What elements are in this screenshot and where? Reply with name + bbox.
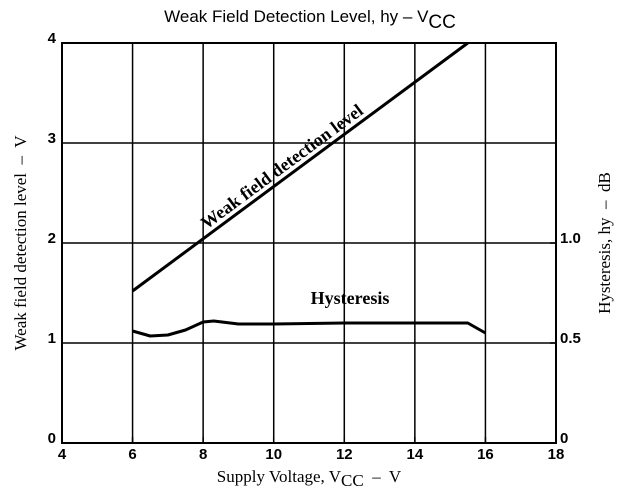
x-tick-label: 10 [265, 446, 282, 463]
line-annotation: Weak field detection level [197, 100, 367, 233]
x-label-text: Supply Voltage, V [217, 467, 342, 486]
y-tick-label: 3 [48, 130, 56, 147]
x-label-tail: – V [364, 467, 402, 486]
x-tick-label: 18 [548, 446, 565, 463]
x-tick-label: 16 [477, 446, 494, 463]
x-axis-label: Supply Voltage, VCC – V [217, 467, 402, 490]
y2-axis-label: Hysteresis, hy – dB [595, 172, 614, 314]
plot-frame [61, 42, 557, 444]
data-line [131, 41, 469, 293]
y-tick-label: 4 [48, 30, 57, 47]
title-text: Weak Field Detection Level, hy – V [164, 7, 429, 26]
y2-tick-label: 1.0 [560, 230, 581, 247]
x-label-subscript: CC [341, 471, 364, 490]
x-tick-label: 6 [128, 446, 136, 463]
y-tick-label: 1 [48, 330, 56, 347]
y2-tick-label: 0.5 [560, 330, 581, 347]
y-tick-label: 2 [48, 230, 56, 247]
chart-title: Weak Field Detection Level, hy – VCC [164, 7, 456, 33]
y-axis-label: Weak field detection level – V [11, 135, 30, 351]
line-annotation: Hysteresis [311, 288, 390, 308]
title-subscript: CC [428, 12, 455, 33]
x-tick-label: 12 [336, 446, 353, 463]
y2-tick-label: 0 [560, 430, 568, 447]
x-tick-label: 14 [407, 446, 424, 463]
data-line [132, 319, 487, 338]
y-tick-label: 0 [48, 430, 56, 447]
x-tick-label: 8 [199, 446, 207, 463]
x-tick-label: 4 [58, 446, 67, 463]
